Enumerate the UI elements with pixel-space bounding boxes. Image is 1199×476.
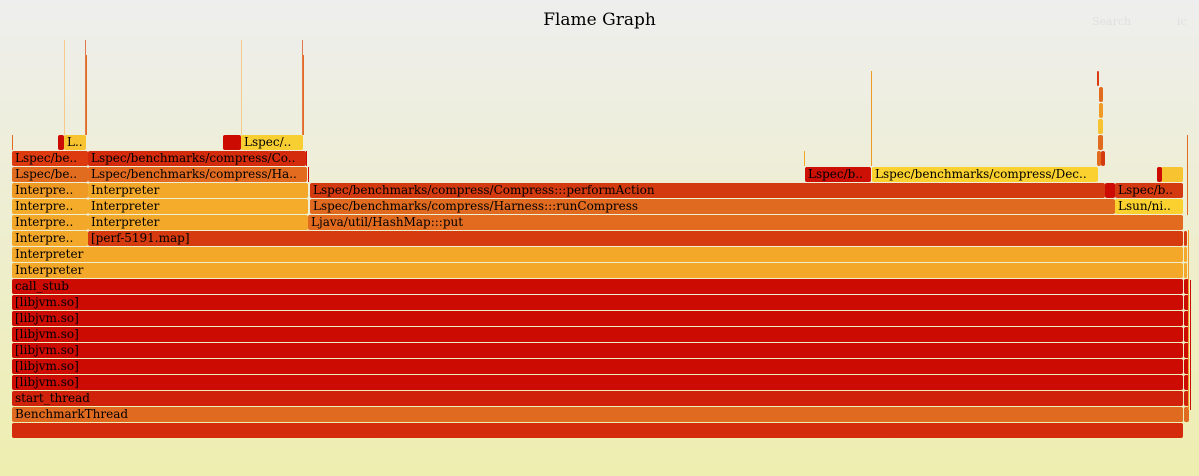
flame-frame[interactable] bbox=[1184, 391, 1189, 406]
flame-frame[interactable]: Interpre.. bbox=[12, 199, 88, 214]
flame-frame[interactable]: Interpreter bbox=[12, 247, 1183, 262]
flame-frame-sliver[interactable] bbox=[804, 151, 805, 166]
flame-frame[interactable]: [libjvm.so] bbox=[12, 375, 1183, 390]
flame-frame-sliver[interactable] bbox=[1187, 135, 1188, 215]
flame-frame[interactable]: Lspec/.. bbox=[241, 135, 303, 150]
flame-frame[interactable] bbox=[1101, 151, 1105, 166]
flame-frame-sliver[interactable] bbox=[302, 40, 303, 135]
flame-frame-sliver[interactable] bbox=[308, 167, 309, 182]
flame-frame-sliver[interactable] bbox=[86, 55, 87, 135]
flame-frame[interactable]: Lspec/benchmarks/compress/Co.. bbox=[88, 151, 306, 166]
flame-frame[interactable]: [libjvm.so] bbox=[12, 311, 1183, 326]
flame-frame[interactable]: Lspec/be.. bbox=[12, 167, 88, 182]
flame-frame[interactable] bbox=[1099, 87, 1103, 102]
flame-frame[interactable]: [libjvm.so] bbox=[12, 295, 1183, 310]
flame-frame[interactable]: [perf-5191.map] bbox=[88, 231, 1183, 246]
flame-frame[interactable]: Lsun/ni.. bbox=[1115, 199, 1183, 214]
flame-frame[interactable] bbox=[1098, 135, 1103, 150]
flame-frame[interactable] bbox=[1105, 183, 1115, 198]
flame-frame[interactable] bbox=[1184, 343, 1189, 358]
flame-frame-sliver[interactable] bbox=[241, 40, 242, 135]
flame-frame[interactable] bbox=[1097, 151, 1101, 166]
flame-frame[interactable] bbox=[1184, 375, 1189, 390]
flame-frame-sliver[interactable] bbox=[85, 40, 86, 135]
flame-frame-sliver[interactable] bbox=[64, 40, 65, 135]
flame-frame-sliver[interactable] bbox=[1190, 280, 1191, 410]
flame-frame[interactable]: BenchmarkThread bbox=[12, 407, 1183, 422]
flame-frame-sliver[interactable] bbox=[12, 135, 13, 150]
flame-frame[interactable]: Ljava/util/HashMap:::put bbox=[308, 215, 1183, 230]
flame-frame[interactable]: Lspec/b.. bbox=[1115, 183, 1183, 198]
flame-frame[interactable]: Lspec/benchmarks/compress/Harness:::runC… bbox=[310, 199, 1115, 214]
flame-frame[interactable] bbox=[1184, 311, 1189, 326]
page-title: Flame Graph bbox=[543, 10, 656, 30]
flame-frame[interactable] bbox=[1157, 167, 1162, 182]
flame-frame[interactable] bbox=[1161, 167, 1183, 182]
flame-frame[interactable] bbox=[1098, 119, 1103, 134]
flame-frame[interactable] bbox=[1184, 295, 1189, 310]
flame-frame[interactable]: Lspec/benchmarks/compress/Ha.. bbox=[88, 167, 307, 182]
flame-frame[interactable]: start_thread bbox=[12, 391, 1183, 406]
flame-frame[interactable]: [libjvm.so] bbox=[12, 343, 1183, 358]
flame-frame[interactable]: Interpre.. bbox=[12, 231, 88, 246]
flame-frame-sliver[interactable] bbox=[871, 71, 872, 166]
flame-frame[interactable]: [libjvm.so] bbox=[12, 327, 1183, 342]
flame-frame[interactable]: Lspec/benchmarks/compress/Compress:::per… bbox=[310, 183, 1105, 198]
flame-frame-sliver[interactable] bbox=[306, 151, 307, 166]
flame-frame[interactable]: call_stub bbox=[12, 279, 1183, 294]
flame-frame[interactable] bbox=[223, 135, 241, 150]
flame-frame[interactable] bbox=[1097, 71, 1099, 86]
flame-frame[interactable] bbox=[1184, 231, 1187, 246]
flame-frame[interactable]: Interpreter bbox=[88, 215, 308, 230]
flame-frame[interactable]: Lspec/b.. bbox=[805, 167, 871, 182]
search-button[interactable]: Search bbox=[1092, 15, 1132, 28]
flame-frame[interactable] bbox=[1184, 247, 1187, 262]
flame-frame[interactable] bbox=[1184, 279, 1189, 294]
flame-frame[interactable]: Lspec/benchmarks/compress/Dec.. bbox=[872, 167, 1098, 182]
flame-frame[interactable] bbox=[58, 135, 64, 150]
flame-frame[interactable] bbox=[1184, 359, 1189, 374]
flame-frame[interactable]: Interpreter bbox=[88, 199, 308, 214]
flame-frame-sliver[interactable] bbox=[1188, 230, 1189, 410]
flame-frame[interactable]: Lspec/be.. bbox=[12, 151, 88, 166]
flame-frame[interactable] bbox=[1099, 103, 1103, 118]
flame-frame[interactable] bbox=[1184, 327, 1189, 342]
flame-frame[interactable] bbox=[12, 423, 1183, 438]
ignore-case-button[interactable]: ic bbox=[1177, 15, 1187, 28]
flame-frame[interactable]: L.. bbox=[64, 135, 86, 150]
flame-frame[interactable]: Interpreter bbox=[12, 263, 1183, 278]
flame-frame[interactable]: [libjvm.so] bbox=[12, 359, 1183, 374]
flame-frame[interactable]: Interpre.. bbox=[12, 183, 88, 198]
flame-frame[interactable]: Interpre.. bbox=[12, 215, 88, 230]
flame-frame[interactable]: Interpreter bbox=[88, 183, 308, 198]
flame-frame[interactable] bbox=[1184, 407, 1189, 422]
flame-frame-sliver[interactable] bbox=[303, 55, 304, 135]
flame-frame[interactable] bbox=[1184, 263, 1187, 278]
